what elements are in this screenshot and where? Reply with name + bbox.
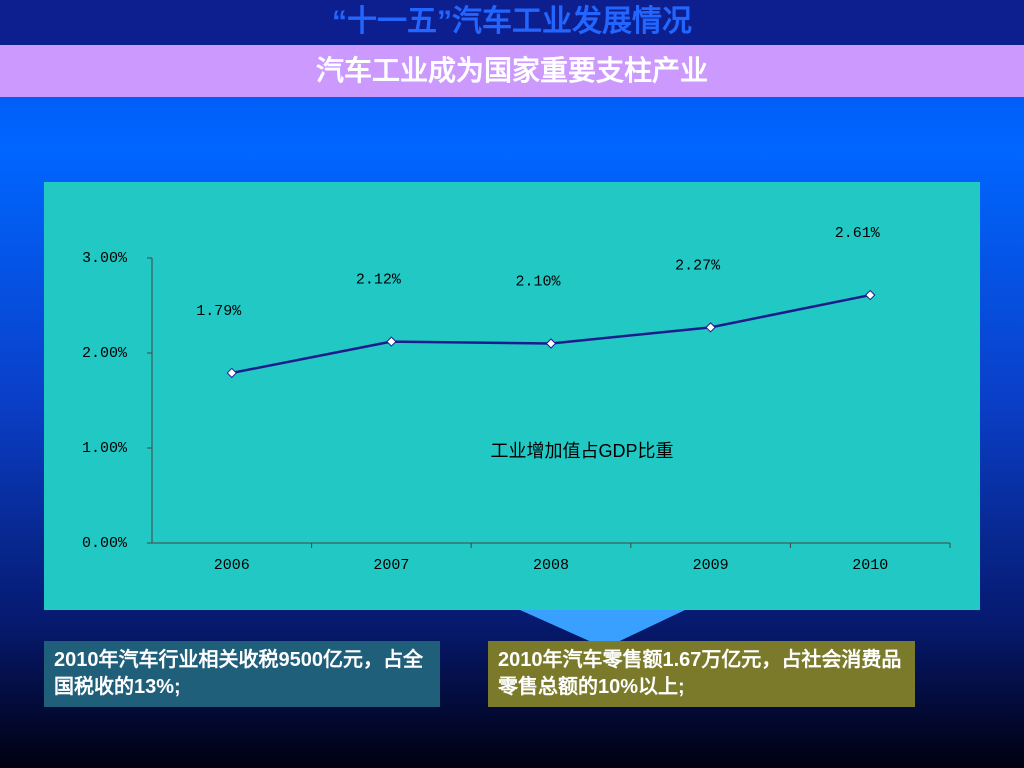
- marker: [386, 336, 397, 347]
- marker: [545, 338, 557, 349]
- x-tick-label: 2009: [693, 557, 729, 574]
- marker: [705, 322, 716, 333]
- x-tick-label: 2010: [852, 557, 888, 574]
- chart-area: [44, 182, 980, 610]
- y-tick-label: 2.00%: [82, 345, 128, 362]
- data-label: 2.12%: [356, 272, 402, 289]
- y-tick-label: 1.00%: [82, 440, 128, 457]
- y-tick-label: 0.00%: [82, 535, 128, 552]
- data-label: 1.79%: [196, 303, 242, 320]
- x-tick-label: 2006: [214, 557, 250, 574]
- y-tick-label: 3.00%: [82, 250, 128, 267]
- data-label: 2.27%: [675, 257, 721, 274]
- marker: [864, 289, 876, 301]
- data-label: 2.61%: [835, 225, 881, 242]
- x-tick-label: 2007: [373, 557, 409, 574]
- marker: [226, 367, 238, 379]
- slide-subtitle: 汽车工业成为国家重要支柱产业: [0, 45, 1024, 97]
- slide-title: “十一五”汽车工业发展情况: [0, 0, 1024, 45]
- series-name: 工业增加值占GDP比重: [490, 441, 673, 461]
- pointer: [520, 610, 685, 648]
- data-label: 2.10%: [515, 273, 561, 290]
- x-tick-label: 2008: [533, 557, 569, 574]
- note: 2010年汽车零售额1.67万亿元，占社会消费品零售总额的10%以上;: [488, 641, 915, 707]
- note: 2010年汽车行业相关收税9500亿元，占全国税收的13%;: [44, 641, 440, 707]
